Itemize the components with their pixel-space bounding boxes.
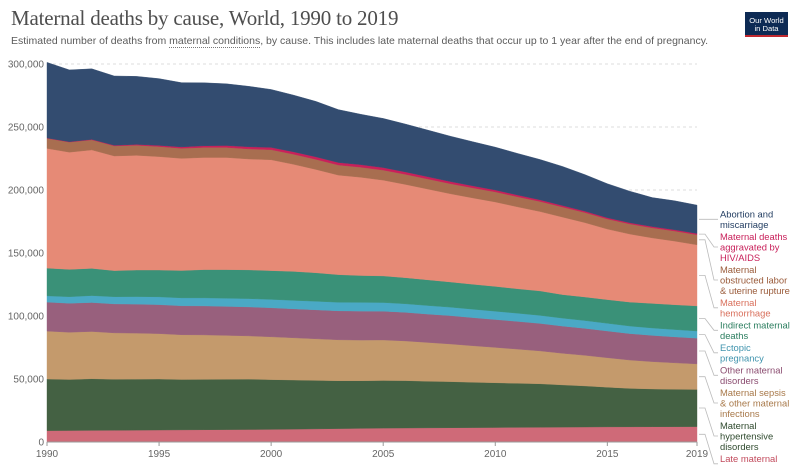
legend-label-maternal-hemorrhage[interactable]: hemorrhage <box>720 307 771 318</box>
chart-title: Maternal deaths by cause, World, 1990 to… <box>11 6 399 30</box>
legend-label-other-maternal-disorders[interactable]: disorders <box>720 375 759 386</box>
x-tick-label: 2019 <box>686 449 709 460</box>
legend-connector <box>699 275 718 309</box>
legend-connector <box>699 233 718 248</box>
legend-label-indirect-maternal-deaths[interactable]: Indirect maternal <box>720 319 790 330</box>
legend-connector <box>699 407 718 437</box>
x-tick-label: 2000 <box>260 449 283 460</box>
x-tick-label: 2005 <box>372 449 395 460</box>
y-tick-label: 100,000 <box>8 312 45 323</box>
x-tick-label: 2015 <box>596 449 619 460</box>
legend-label-maternal-obstructed-labor-uterine-rupture[interactable]: Maternal <box>720 264 756 275</box>
legend-label-maternal-deaths-aggravated-by-hiv-aids[interactable]: HIV/AIDS <box>720 252 760 263</box>
chart-subtitle: Estimated number of deaths from maternal… <box>11 35 709 48</box>
legend-label-late-maternal-deaths[interactable]: deaths <box>720 463 748 466</box>
subtitle-text-end: , by cause. This includes late maternal … <box>260 35 709 47</box>
legend-label-maternal-sepsis-other-maternal-infections[interactable]: infections <box>720 408 760 419</box>
x-tick-label: 1995 <box>148 449 171 460</box>
y-tick-label: 250,000 <box>8 123 45 134</box>
y-tick-label: 0 <box>38 438 44 449</box>
logo-line-2: in Data <box>754 23 779 33</box>
y-tick-label: 300,000 <box>8 60 45 71</box>
legend-label-maternal-hypertensive-disorders[interactable]: hypertensive <box>720 430 773 441</box>
y-tick-label: 150,000 <box>8 249 45 260</box>
logo-accent-bar <box>745 34 788 37</box>
legend-label-maternal-hemorrhage[interactable]: Maternal <box>720 297 756 308</box>
legend-connector <box>699 350 718 376</box>
x-tick-label: 1990 <box>36 449 59 460</box>
legend-connector <box>699 239 718 281</box>
logo-line-1: Our World <box>749 15 784 25</box>
legend-label-late-maternal-deaths[interactable]: Late maternal <box>720 453 777 464</box>
x-tick-label: 2010 <box>484 449 507 460</box>
legend-label-maternal-deaths-aggravated-by-hiv-aids[interactable]: aggravated by <box>720 241 780 252</box>
legend-label-maternal-sepsis-other-maternal-infections[interactable]: Maternal sepsis <box>720 387 786 398</box>
legend-connector <box>699 318 718 331</box>
owid-logo[interactable]: Our World in Data <box>745 12 788 37</box>
legend-label-maternal-sepsis-other-maternal-infections[interactable]: & other maternal <box>720 397 789 408</box>
legend-connector <box>699 433 718 465</box>
subtitle-text-start: Estimated number of deaths from <box>11 35 170 47</box>
legend-label-ectopic-pregnancy[interactable]: Ectopic <box>720 342 751 353</box>
y-tick-label: 200,000 <box>8 186 45 197</box>
legend-label-indirect-maternal-deaths[interactable]: deaths <box>720 330 748 341</box>
legend-label-abortion-and-miscarriage[interactable]: Abortion and <box>720 208 773 219</box>
legend-label-other-maternal-disorders[interactable]: Other maternal <box>720 364 783 375</box>
legend-label-maternal-obstructed-labor-uterine-rupture[interactable]: obstructed labor <box>720 274 787 285</box>
subtitle-link-maternal-conditions[interactable]: maternal conditions <box>169 35 261 48</box>
area-abortion-and-miscarriage[interactable] <box>46 62 698 234</box>
legend-connector <box>699 376 718 404</box>
legend-label-maternal-hypertensive-disorders[interactable]: disorders <box>720 441 759 452</box>
area-layer <box>46 62 698 443</box>
legend-label-maternal-hypertensive-disorders[interactable]: Maternal <box>720 420 756 431</box>
y-tick-label: 50,000 <box>13 375 44 386</box>
legend-label-maternal-deaths-aggravated-by-hiv-aids[interactable]: Maternal deaths <box>720 231 788 242</box>
axes: 0 50,000 100,000 150,000 200,000 250,000 300,0… <box>8 60 709 461</box>
legend-connector <box>699 334 718 354</box>
legend-label-ectopic-pregnancy[interactable]: pregnancy <box>720 352 764 363</box>
legend-label-abortion-and-miscarriage[interactable]: miscarriage <box>720 219 768 230</box>
legend-label-maternal-obstructed-labor-uterine-rupture[interactable]: & uterine rupture <box>720 285 790 296</box>
